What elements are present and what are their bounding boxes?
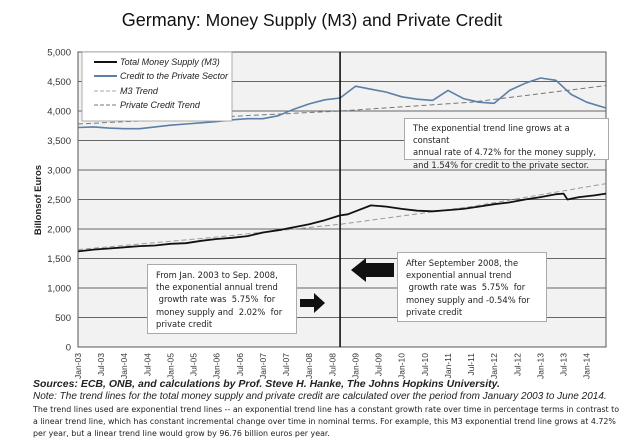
annotation-overall-trend: The exponential trend line grows at a co… bbox=[404, 118, 609, 170]
explanation-text: The trend lines used are exponential tre… bbox=[33, 405, 620, 438]
y-tick-label: 2,000 bbox=[47, 225, 71, 236]
annotation-line: and 1.54% for credit to the private sect… bbox=[413, 159, 590, 170]
y-tick-label: 4,000 bbox=[47, 107, 71, 118]
x-tick-label: Jan-05 bbox=[165, 353, 175, 379]
x-tick-label: Jan-07 bbox=[258, 353, 268, 379]
x-tick-label: Jul-11 bbox=[466, 353, 476, 376]
annotation-line: annual rate of 4.72% for the money suppl… bbox=[413, 147, 597, 158]
x-tick-label: Jul-06 bbox=[235, 353, 245, 376]
m3-line bbox=[77, 192, 607, 253]
y-tick-label: 0 bbox=[66, 343, 71, 354]
annotation-line: money supply and 2.02% for bbox=[156, 306, 283, 317]
legend-label-m3: Total Money Supply (M3) bbox=[120, 57, 220, 67]
annotation-line: The exponential trend line grows at a co… bbox=[413, 123, 570, 146]
annotation-after-sep-2008: After September 2008, the exponential an… bbox=[397, 252, 547, 322]
y-tick-label: 4,500 bbox=[47, 77, 71, 88]
arrow-right-icon bbox=[300, 293, 325, 313]
annotation-line: growth rate was 5.75% for bbox=[156, 294, 276, 305]
x-tick-label: Jul-05 bbox=[189, 353, 199, 376]
x-tick-label: Jan-09 bbox=[350, 353, 360, 379]
annotation-line: From Jan. 2003 to Sep. 2008, bbox=[156, 270, 278, 280]
legend-label-credit-trend: Private Credit Trend bbox=[120, 100, 201, 110]
legend-label-m3-trend: M3 Trend bbox=[120, 86, 159, 96]
gridlines bbox=[78, 81, 606, 318]
x-axis: Jan-03 Jul-03 Jan-04 Jul-04 Jan-05 Jul-05 Jan-… bbox=[73, 353, 592, 379]
y-axis: 0 500 1,000 1,500 2,000 2,500 3,000 3,500 4,000 4… bbox=[47, 48, 71, 354]
chart-title-main: Money Supply (M3) and Private Credit bbox=[205, 10, 503, 30]
annotation-line: private credit bbox=[156, 318, 213, 329]
y-tick-label: 2,500 bbox=[47, 195, 71, 206]
annotation-line: the exponential annual trend bbox=[156, 282, 278, 293]
private-credit-line bbox=[77, 77, 607, 130]
x-tick-label: Jul-09 bbox=[374, 353, 384, 376]
x-tick-label: Jan-03 bbox=[73, 353, 83, 379]
x-tick-label: Jan-14 bbox=[582, 353, 592, 379]
series-group bbox=[77, 77, 607, 253]
annotation-line: exponential annual trend bbox=[406, 270, 512, 281]
x-tick-label: Jul-08 bbox=[327, 353, 337, 376]
annotation-line: growth rate was 5.75% for bbox=[406, 282, 526, 293]
x-tick-label: Jul-03 bbox=[96, 353, 106, 376]
annotation-line: private credit bbox=[406, 306, 463, 317]
chart-title-prefix: Germany: bbox=[121, 10, 201, 30]
note-text: Note: The trend lines for the total mone… bbox=[33, 391, 607, 402]
sources-text: Sources: ECB, ONB, and calculations by P… bbox=[33, 378, 500, 390]
x-tick-label: Jul-07 bbox=[281, 353, 291, 376]
y-tick-label: 500 bbox=[55, 313, 71, 324]
footer: Sources: ECB, ONB, and calculations by P… bbox=[33, 378, 623, 440]
y-tick-label: 1,500 bbox=[47, 254, 71, 265]
x-tick-label: Jul-10 bbox=[420, 353, 430, 376]
x-tick-label: Jan-04 bbox=[119, 353, 129, 379]
x-tick-label: Jan-10 bbox=[397, 353, 407, 379]
y-tick-label: 1,000 bbox=[47, 284, 71, 295]
m3-trend-line bbox=[77, 183, 607, 251]
x-tick-label: Jul-13 bbox=[559, 353, 569, 376]
annotation-line: After September 2008, the bbox=[406, 258, 519, 268]
legend-label-credit: Credit to the Private Sector bbox=[120, 71, 229, 81]
arrow-left-icon bbox=[351, 258, 394, 282]
annotation-line: money supply and -0.54% for bbox=[406, 294, 530, 305]
y-tick-label: 3,500 bbox=[47, 136, 71, 147]
y-tick-label: 5,000 bbox=[47, 48, 71, 59]
x-tick-label: Jul-04 bbox=[142, 353, 152, 376]
x-tick-label: Jan-06 bbox=[212, 353, 222, 379]
y-tick-label: 3,000 bbox=[47, 166, 71, 177]
x-tick-label: Jul-12 bbox=[512, 353, 522, 376]
legend: Total Money Supply (M3) Credit to the Pr… bbox=[81, 51, 233, 122]
chart-title: Germany: Money Supply (M3) and Private C… bbox=[0, 10, 624, 31]
x-tick-label: Jan-08 bbox=[304, 353, 314, 379]
x-tick-label: Jan-11 bbox=[443, 353, 453, 379]
legend-box bbox=[81, 51, 233, 122]
x-tick-label: Jan-13 bbox=[535, 353, 545, 379]
annotation-before-sep-2008: From Jan. 2003 to Sep. 2008, the exponen… bbox=[147, 264, 297, 334]
x-tick-label: Jan-12 bbox=[489, 353, 499, 379]
y-axis-label: Billonsof Euros bbox=[33, 165, 44, 235]
